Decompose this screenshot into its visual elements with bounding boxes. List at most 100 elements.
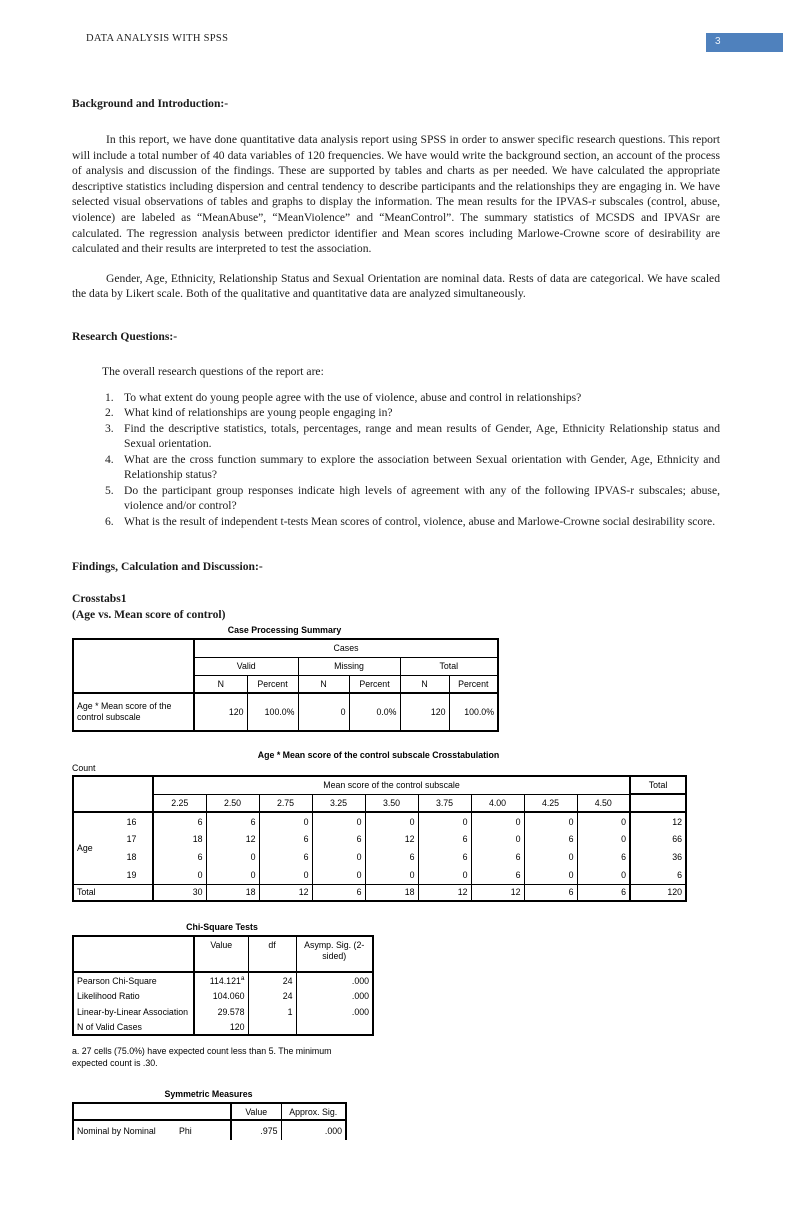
data-cell: 104.060 bbox=[194, 988, 249, 1005]
research-question-item: 1. To what extent do young people agree … bbox=[72, 390, 720, 406]
column-header: Total bbox=[400, 657, 499, 676]
question-number: 3. bbox=[105, 421, 114, 435]
data-cell: 6 bbox=[471, 848, 525, 867]
data-cell: 120 bbox=[400, 693, 450, 732]
research-question-item: 3. Find the descriptive statistics, tota… bbox=[72, 421, 720, 452]
row-group-label: Age bbox=[77, 843, 93, 854]
data-cell: 18 bbox=[153, 830, 207, 849]
total-cell: 120 bbox=[630, 883, 687, 902]
data-cell: 0 bbox=[418, 866, 472, 885]
column-header: 4.00 bbox=[471, 794, 525, 814]
data-cell: 6 bbox=[153, 848, 207, 867]
data-cell: 6 bbox=[418, 848, 472, 867]
footnote-line: expected count is .30. bbox=[72, 1058, 158, 1069]
column-header: N bbox=[194, 675, 248, 695]
data-cell: 0 bbox=[298, 693, 350, 732]
span-header: Mean score of the control subscale bbox=[153, 776, 632, 795]
data-cell: .000 bbox=[351, 975, 369, 986]
question-number: 2. bbox=[105, 406, 114, 420]
footnote-line: a. 27 cells (75.0%) have expected count … bbox=[72, 1046, 332, 1057]
data-cell: 18 bbox=[365, 883, 419, 902]
column-header: 3.25 bbox=[312, 794, 366, 814]
data-cell: .975 bbox=[231, 1120, 282, 1141]
data-cell: .000 bbox=[351, 991, 369, 1002]
total-cell: 36 bbox=[672, 852, 683, 863]
data-cell: 24 bbox=[248, 988, 297, 1005]
question-text: Find the descriptive statistics, totals,… bbox=[124, 421, 720, 451]
column-header: 3.75 bbox=[418, 794, 472, 814]
data-cell: 0 bbox=[259, 812, 313, 831]
corner-cell bbox=[73, 776, 154, 814]
data-cell: 100.0% bbox=[464, 707, 495, 718]
data-cell: 6 bbox=[577, 883, 632, 902]
question-number: 6. bbox=[105, 514, 114, 528]
column-header: Value bbox=[194, 936, 249, 974]
data-cell: 114.121a bbox=[194, 972, 249, 989]
row-label: Age * Mean score of the control subscale bbox=[73, 693, 195, 732]
data-cell: 1 bbox=[248, 1004, 297, 1021]
data-cell: 30 bbox=[153, 883, 207, 902]
row-label: 19 bbox=[111, 866, 154, 885]
data-cell: 0 bbox=[524, 812, 578, 831]
total-cell: 6 bbox=[677, 869, 683, 880]
row-label: Pearson Chi-Square bbox=[73, 972, 195, 989]
corner-cell bbox=[73, 639, 195, 695]
background-paragraph-1: In this report, we have done quantitativ… bbox=[72, 133, 720, 256]
data-cell: 12 bbox=[206, 830, 260, 849]
column-header: Valid bbox=[194, 657, 299, 676]
page-header: DATA ANALYSIS WITH SPSS bbox=[0, 0, 792, 53]
row-group-label: Nominal by Nominal bbox=[77, 1125, 156, 1136]
corner-cell bbox=[73, 936, 195, 974]
row-label: Phi bbox=[176, 1120, 232, 1141]
data-cell: 6 bbox=[418, 830, 472, 849]
research-questions-list: 1. To what extent do young people agree … bbox=[72, 390, 720, 530]
data-cell: 0 bbox=[577, 830, 632, 849]
data-cell: 6 bbox=[312, 830, 366, 849]
row-label: 17 bbox=[111, 830, 154, 849]
data-cell: 6 bbox=[206, 812, 260, 831]
data-cell: 0 bbox=[365, 866, 419, 885]
data-cell: 18 bbox=[206, 883, 260, 902]
question-text: To what extent do young people agree wit… bbox=[124, 390, 582, 404]
data-cell: 6 bbox=[524, 830, 578, 849]
data-cell bbox=[248, 1020, 297, 1036]
empty-header-cell bbox=[630, 794, 687, 814]
data-cell: 0 bbox=[312, 848, 366, 867]
total-row-label: Total bbox=[73, 883, 154, 902]
column-header: 3.50 bbox=[365, 794, 419, 814]
data-cell: 120 bbox=[194, 1020, 249, 1036]
chi-square-value: 114.121 bbox=[209, 975, 241, 986]
footnote-marker: a bbox=[240, 974, 245, 982]
symmetric-measures-table: Value Approx. Sig. Nominal by Nominal Ph… bbox=[72, 1102, 347, 1141]
data-cell: 0 bbox=[471, 830, 525, 849]
page-number-badge: 3 bbox=[706, 33, 783, 52]
data-cell: 0.0% bbox=[349, 693, 401, 732]
column-header: N bbox=[400, 675, 450, 695]
background-paragraph-2: Gender, Age, Ethnicity, Relationship Sta… bbox=[72, 271, 720, 301]
row-label: N of Valid Cases bbox=[73, 1020, 195, 1036]
column-header: N bbox=[298, 675, 350, 695]
question-text: What is the result of independent t-test… bbox=[124, 514, 716, 528]
data-cell: 0 bbox=[524, 866, 578, 885]
table-title: Symmetric Measures bbox=[164, 1089, 253, 1100]
data-cell: 6 bbox=[471, 866, 525, 885]
case-processing-summary-table: Cases Valid Missing Total N Percent N Pe… bbox=[72, 638, 500, 733]
column-header: 2.75 bbox=[259, 794, 313, 814]
data-cell: 0 bbox=[312, 866, 366, 885]
column-header: Percent bbox=[247, 675, 299, 695]
research-questions-intro: The overall research questions of the re… bbox=[102, 364, 324, 378]
section-heading-background: Background and Introduction:- bbox=[72, 97, 229, 110]
data-cell: 6 bbox=[259, 848, 313, 867]
crosstab-block: Age * Mean score of the control subscale… bbox=[72, 750, 688, 903]
chi-square-footnote: a. 27 cells (75.0%) have expected count … bbox=[72, 1045, 372, 1069]
corner-cell bbox=[73, 1103, 232, 1122]
question-number: 1. bbox=[105, 390, 114, 404]
data-cell: 0 bbox=[524, 848, 578, 867]
column-header: Missing bbox=[298, 657, 401, 676]
data-cell: 0 bbox=[577, 866, 632, 885]
data-cell: 0 bbox=[259, 866, 313, 885]
research-question-item: 2. What kind of relationships are young … bbox=[72, 405, 720, 421]
column-header: 4.25 bbox=[524, 794, 578, 814]
data-cell: 12 bbox=[259, 883, 313, 902]
